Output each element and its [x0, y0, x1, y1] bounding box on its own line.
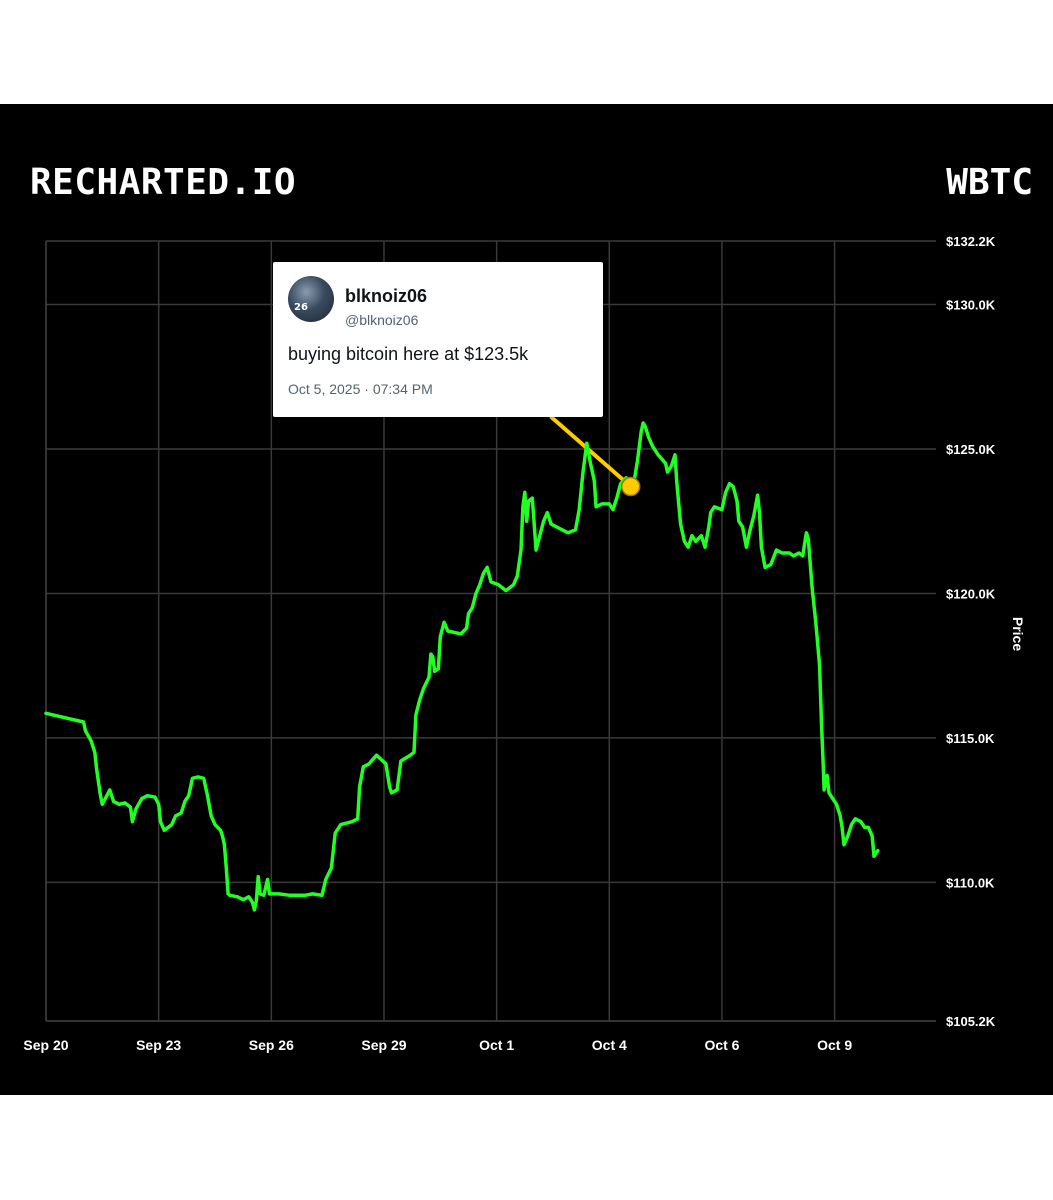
- tweet-text: buying bitcoin here at $123.5k: [288, 344, 529, 364]
- y-tick-label: $132.2K: [946, 234, 996, 249]
- annotation-marker: [620, 476, 641, 497]
- x-tick-label: Sep 23: [136, 1037, 181, 1053]
- brand-logo: RECHARTED.IO: [30, 162, 297, 203]
- tweet-author-handle[interactable]: @blknoiz06: [345, 312, 419, 328]
- y-tick-label: $120.0K: [946, 586, 996, 601]
- x-tick-label: Oct 6: [704, 1037, 739, 1053]
- chart-panel: $132.2K $130.0K $125.0K $120.0K $115.0K $110.…: [0, 104, 1053, 1095]
- ticker-symbol: WBTC: [946, 162, 1033, 203]
- y-tick-label: $130.0K: [946, 298, 996, 313]
- y-axis-title: Price: [1010, 617, 1026, 651]
- tweet-card[interactable]: 26 blknoiz06 @blknoiz06 buying bitcoin h…: [273, 262, 603, 417]
- x-tick-label: Oct 1: [479, 1037, 514, 1053]
- price-chart: $132.2K $130.0K $125.0K $120.0K $115.0K $110.…: [23, 234, 1026, 1053]
- x-tick-label: Sep 26: [249, 1037, 294, 1053]
- y-tick-label: $125.0K: [946, 442, 996, 457]
- y-tick-label: $115.0K: [946, 731, 995, 746]
- avatar[interactable]: 26: [288, 276, 334, 322]
- grid: [45, 240, 936, 1022]
- avatar-badge: 26: [294, 302, 308, 313]
- price-line: [44, 421, 880, 912]
- tweet-timestamp[interactable]: Oct 5, 2025 · 07:34 PM: [288, 381, 433, 397]
- tweet-author-name[interactable]: blknoiz06: [345, 286, 428, 306]
- annotation-connector: [549, 415, 633, 489]
- x-axis-ticks: Sep 20 Sep 23 Sep 26 Sep 29 Oct 1 Oct 4 Oct 6 O…: [23, 1037, 852, 1053]
- y-tick-label: $105.2K: [946, 1014, 996, 1029]
- x-tick-label: Sep 29: [361, 1037, 406, 1053]
- x-tick-label: Oct 9: [817, 1037, 852, 1053]
- x-tick-label: Sep 20: [23, 1037, 68, 1053]
- x-tick-label: Oct 4: [592, 1037, 627, 1053]
- y-axis-ticks: $132.2K $130.0K $125.0K $120.0K $115.0K $110.…: [946, 234, 996, 1029]
- y-tick-label: $110.0K: [946, 875, 995, 890]
